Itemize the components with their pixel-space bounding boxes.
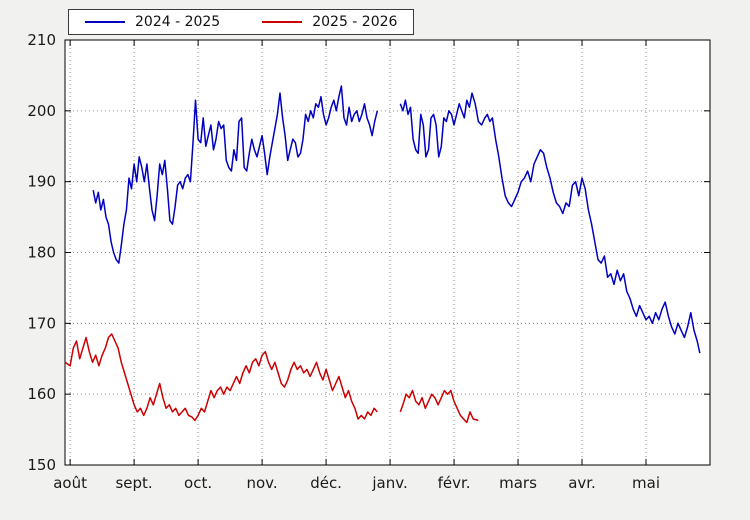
x-tick-label: janv. — [371, 474, 407, 492]
y-tick-label: 150 — [27, 456, 56, 474]
legend-item-2024-2025: 2024 - 2025 — [85, 15, 220, 29]
series-line-2024-2025 — [92, 85, 701, 354]
x-tick-label: nov. — [246, 474, 277, 492]
plot-area — [65, 40, 710, 465]
x-tick-label: août — [53, 474, 87, 492]
x-tick-label: oct. — [184, 474, 212, 492]
y-tick-label: 170 — [27, 314, 56, 332]
y-tick-label: 190 — [27, 173, 56, 191]
x-tick-label: mai — [632, 474, 660, 492]
x-tick-label: mars — [499, 474, 537, 492]
legend-line-sample-blue — [85, 21, 125, 23]
legend-label-2024-2025: 2024 - 2025 — [135, 14, 221, 30]
y-tick-label: 210 — [27, 31, 56, 49]
legend-line-sample-red — [262, 21, 303, 23]
x-tick-label: déc. — [310, 474, 342, 492]
x-tick-label: févr. — [438, 474, 471, 492]
legend-label-2025-2026: 2025 - 2026 — [312, 14, 398, 30]
x-tick-label: avr. — [568, 474, 596, 492]
y-tick-label: 180 — [27, 244, 56, 262]
y-tick-label: 160 — [27, 385, 56, 403]
series-line-2025-2026 — [64, 333, 479, 424]
y-tick-label: 200 — [27, 102, 56, 120]
chart-legend: 2024 - 2025 2025 - 2026 — [68, 9, 415, 35]
legend-item-2025-2026: 2025 - 2026 — [262, 15, 397, 29]
x-tick-label: sept. — [115, 474, 152, 492]
